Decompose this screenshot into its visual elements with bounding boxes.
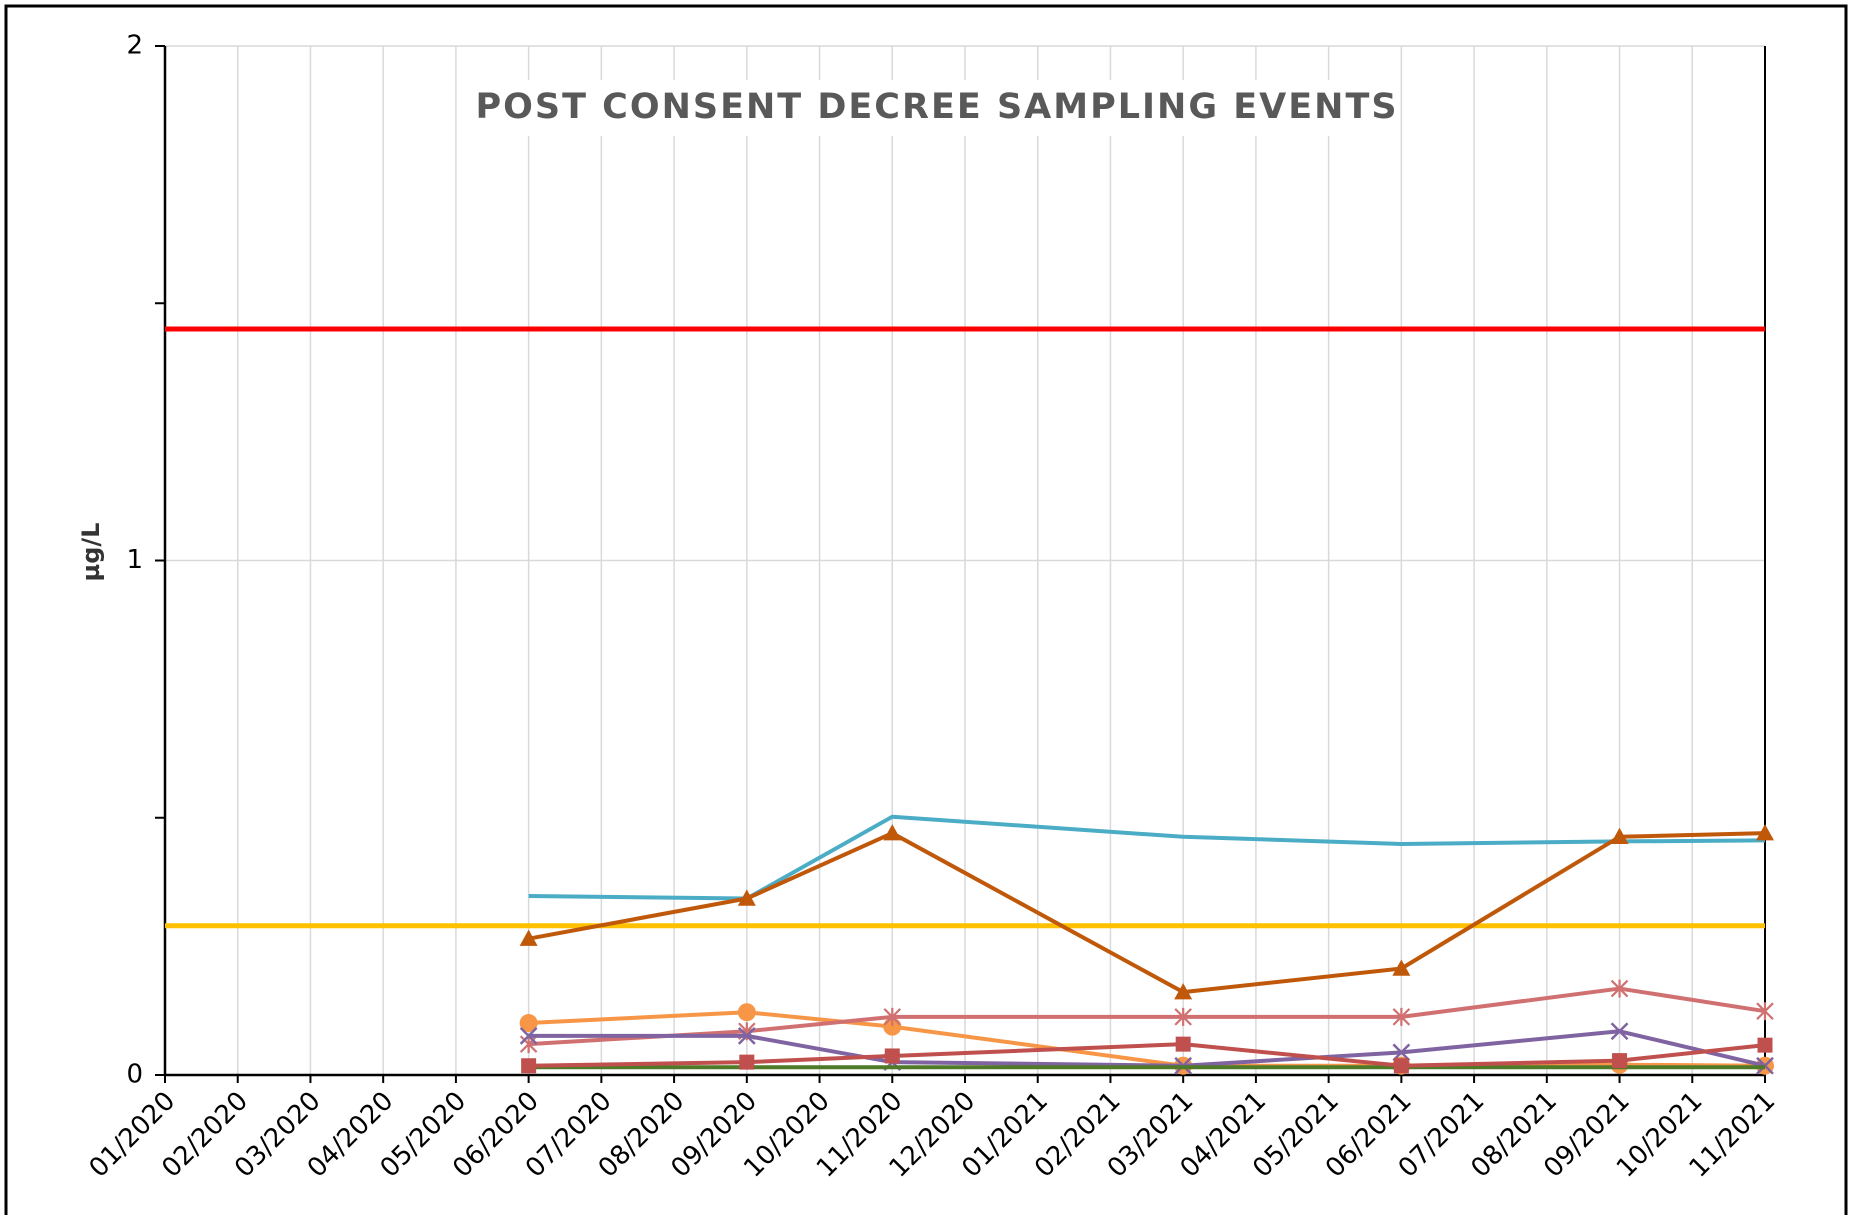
marker [1175, 1036, 1191, 1052]
marker [1757, 1037, 1773, 1053]
marker [883, 824, 902, 841]
chart-title: POST CONSENT DECREE SAMPLING EVENTS [475, 87, 1398, 127]
marker [519, 1027, 538, 1045]
marker [521, 1058, 537, 1074]
y-axis-label: µg/L [77, 523, 105, 582]
marker [884, 1048, 900, 1064]
marker [1610, 1022, 1629, 1041]
chart-frame [4, 4, 1848, 1219]
grid [155, 45, 1766, 1083]
marker [1174, 983, 1193, 1000]
marker [737, 1027, 756, 1045]
marker [1610, 979, 1629, 998]
marker [1612, 1053, 1628, 1069]
marker [737, 889, 756, 906]
marker [1392, 959, 1411, 976]
marker [1756, 824, 1774, 841]
title-background [495, 80, 1380, 136]
marker [1392, 1007, 1411, 1026]
marker [519, 1014, 538, 1033]
marker [1174, 1007, 1192, 1026]
marker [737, 1003, 756, 1022]
marker [519, 929, 538, 946]
marker [1392, 1043, 1411, 1062]
y-tick-label: 1 [126, 545, 143, 575]
marks [165, 326, 1774, 1075]
marker [1393, 1058, 1409, 1074]
marker [1610, 827, 1629, 844]
marker [519, 1035, 538, 1054]
marker [883, 1007, 902, 1026]
y-tick-label: 2 [126, 31, 143, 61]
marker [739, 1054, 755, 1070]
y-tick-label: 0 [126, 1060, 143, 1090]
marker [1756, 1002, 1774, 1021]
